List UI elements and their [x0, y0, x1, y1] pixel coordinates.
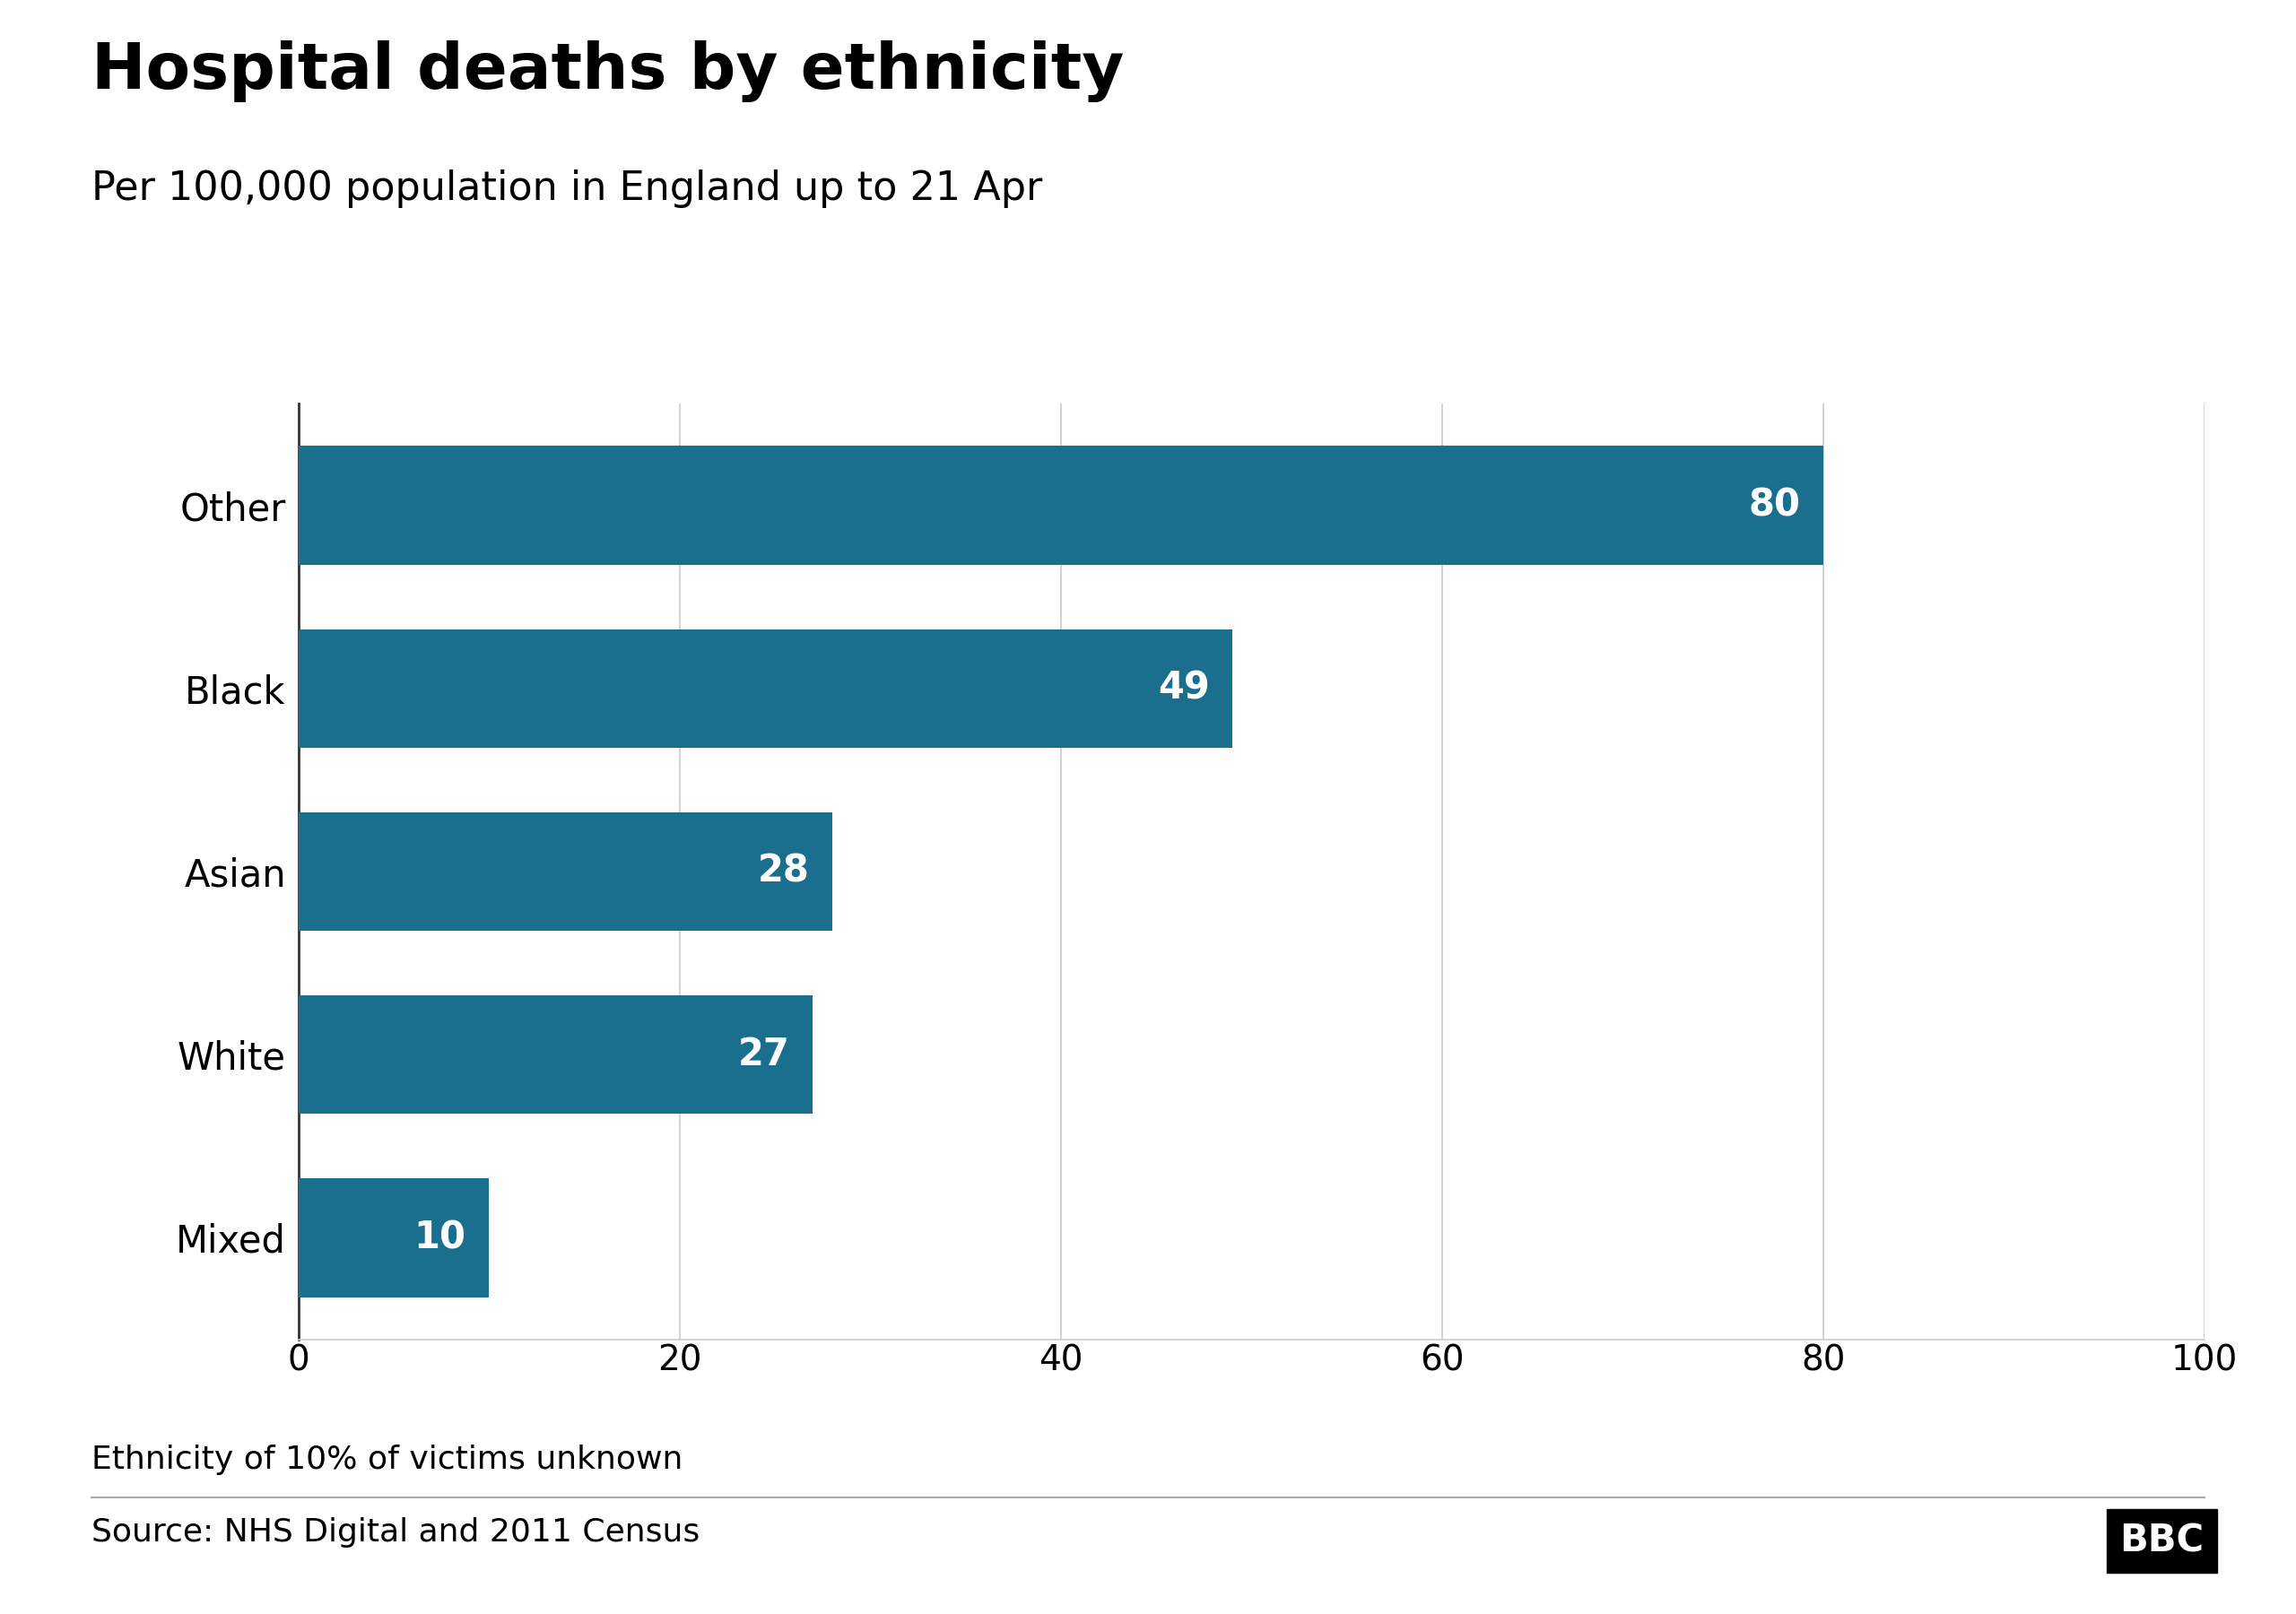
- Bar: [298, 445, 1823, 565]
- Text: BBC: BBC: [2119, 1522, 2204, 1559]
- Bar: [298, 996, 813, 1114]
- Text: 28: 28: [758, 852, 808, 891]
- Text: 10: 10: [413, 1219, 466, 1256]
- Text: 49: 49: [1157, 670, 1210, 707]
- Text: Ethnicity of 10% of victims unknown: Ethnicity of 10% of victims unknown: [92, 1445, 684, 1475]
- Bar: [298, 1178, 489, 1298]
- Text: 80: 80: [1747, 487, 1800, 525]
- Bar: [298, 629, 1233, 747]
- Text: Hospital deaths by ethnicity: Hospital deaths by ethnicity: [92, 40, 1125, 102]
- Bar: [298, 812, 831, 931]
- Text: Source: NHS Digital and 2011 Census: Source: NHS Digital and 2011 Census: [92, 1517, 700, 1548]
- Text: Per 100,000 population in England up to 21 Apr: Per 100,000 population in England up to …: [92, 169, 1042, 208]
- Text: 27: 27: [739, 1036, 790, 1073]
